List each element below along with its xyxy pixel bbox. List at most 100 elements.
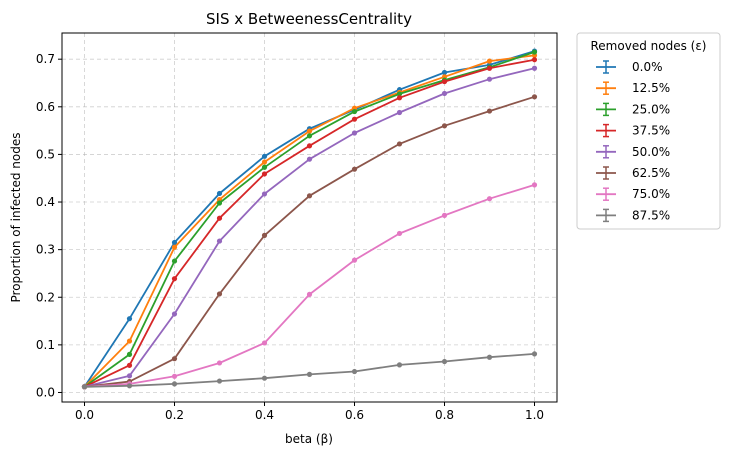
data-point [261, 340, 268, 346]
data-point [261, 375, 268, 381]
data-point [261, 171, 268, 177]
data-point [396, 95, 403, 101]
series-37-5- [81, 57, 538, 390]
series-layer [81, 48, 538, 390]
data-point [396, 362, 403, 368]
data-point [441, 69, 448, 76]
data-point [216, 360, 223, 366]
y-tick-label: 0.3 [36, 243, 55, 257]
x-tick-label: 0.2 [165, 408, 184, 422]
legend-item: 12.5% [596, 81, 670, 95]
data-point [351, 257, 358, 263]
data-point [261, 191, 268, 197]
grid [62, 33, 557, 402]
data-point [171, 356, 178, 362]
data-point [531, 94, 538, 100]
legend-label: 25.0% [632, 102, 670, 116]
data-point [261, 153, 268, 159]
data-point [486, 108, 493, 114]
series-0-0- [81, 48, 538, 390]
data-point [441, 78, 448, 85]
legend-label: 0.0% [632, 60, 663, 74]
series-line [83, 51, 535, 388]
legend-item: 50.0% [596, 145, 670, 159]
data-point [441, 123, 448, 129]
legend: Removed nodes (ε) 0.0% 12.5% 25.0% 37.5% 50.… [576, 32, 721, 230]
data-point [216, 378, 223, 384]
data-point [306, 371, 313, 377]
data-point [396, 109, 403, 116]
data-point [486, 58, 493, 64]
data-point [306, 133, 313, 139]
chart-title: SIS x BetweenessCentrality [206, 10, 412, 28]
data-point [81, 384, 88, 390]
data-point [531, 65, 538, 71]
data-point [126, 338, 133, 344]
data-point [261, 232, 268, 238]
data-point [351, 116, 358, 122]
data-point [306, 143, 313, 149]
data-point [351, 130, 358, 136]
legend-label: 62.5% [632, 166, 670, 180]
x-tick-label: 0.4 [255, 408, 274, 422]
data-point [216, 190, 223, 197]
data-point [306, 128, 313, 134]
data-point [441, 358, 448, 365]
y-tick-label: 0.5 [36, 147, 55, 161]
series-line [83, 50, 535, 388]
y-tick-label: 0.1 [36, 338, 55, 352]
series-line [84, 95, 535, 388]
y-tick-label: 0.4 [36, 195, 55, 209]
x-axis-label: beta (β) [285, 432, 333, 446]
series-25-0- [81, 49, 538, 390]
data-point [441, 212, 448, 218]
legend-item: 37.5% [596, 124, 670, 138]
data-point [306, 291, 313, 297]
legend-item: 75.0% [596, 187, 670, 201]
data-point [171, 244, 178, 250]
data-point [396, 91, 403, 97]
y-axis-ticks: 0.0 0.1 0.2 0.3 0.4 0.5 0.6 0.7 [36, 52, 62, 399]
data-point [126, 373, 133, 379]
legend-items: 0.0% 12.5% 25.0% 37.5% 50.0% 62.5% 75.0% 87.5% [596, 60, 670, 222]
legend-label: 37.5% [632, 124, 670, 138]
legend-title: Removed nodes (ε) [591, 39, 707, 53]
data-point [306, 193, 313, 199]
series-line [84, 58, 535, 388]
data-point [171, 258, 178, 264]
legend-label: 50.0% [632, 145, 670, 159]
data-point [531, 49, 538, 55]
legend-label: 87.5% [632, 208, 670, 222]
y-tick-label: 0.6 [36, 100, 55, 114]
y-axis-label: Proportion of infected nodes [9, 133, 23, 303]
data-point [531, 57, 538, 63]
x-tick-label: 0.6 [345, 408, 364, 422]
x-axis-ticks: 0.0 0.2 0.4 0.6 0.8 1.0 [75, 402, 544, 422]
y-tick-label: 0.0 [36, 385, 55, 399]
legend-item: 0.0% [596, 60, 663, 74]
data-point [216, 291, 223, 297]
data-point [261, 159, 268, 165]
data-point [351, 166, 358, 172]
legend-item: 25.0% [596, 102, 670, 116]
data-point [216, 200, 223, 206]
series-line [84, 184, 535, 388]
x-tick-label: 0.0 [75, 408, 94, 422]
data-point [351, 108, 358, 115]
data-point [216, 238, 223, 244]
legend-label: 12.5% [632, 81, 670, 95]
data-point [351, 368, 358, 375]
data-point [171, 276, 178, 282]
data-point [486, 196, 493, 202]
series-12-5- [81, 52, 538, 390]
data-point [396, 141, 403, 147]
data-point [126, 316, 133, 322]
data-point [441, 90, 448, 97]
data-point [126, 351, 133, 357]
data-point [396, 230, 403, 237]
y-tick-label: 0.2 [36, 290, 55, 304]
series-87-5- [81, 351, 538, 390]
data-point [171, 311, 178, 317]
data-point [486, 354, 493, 360]
